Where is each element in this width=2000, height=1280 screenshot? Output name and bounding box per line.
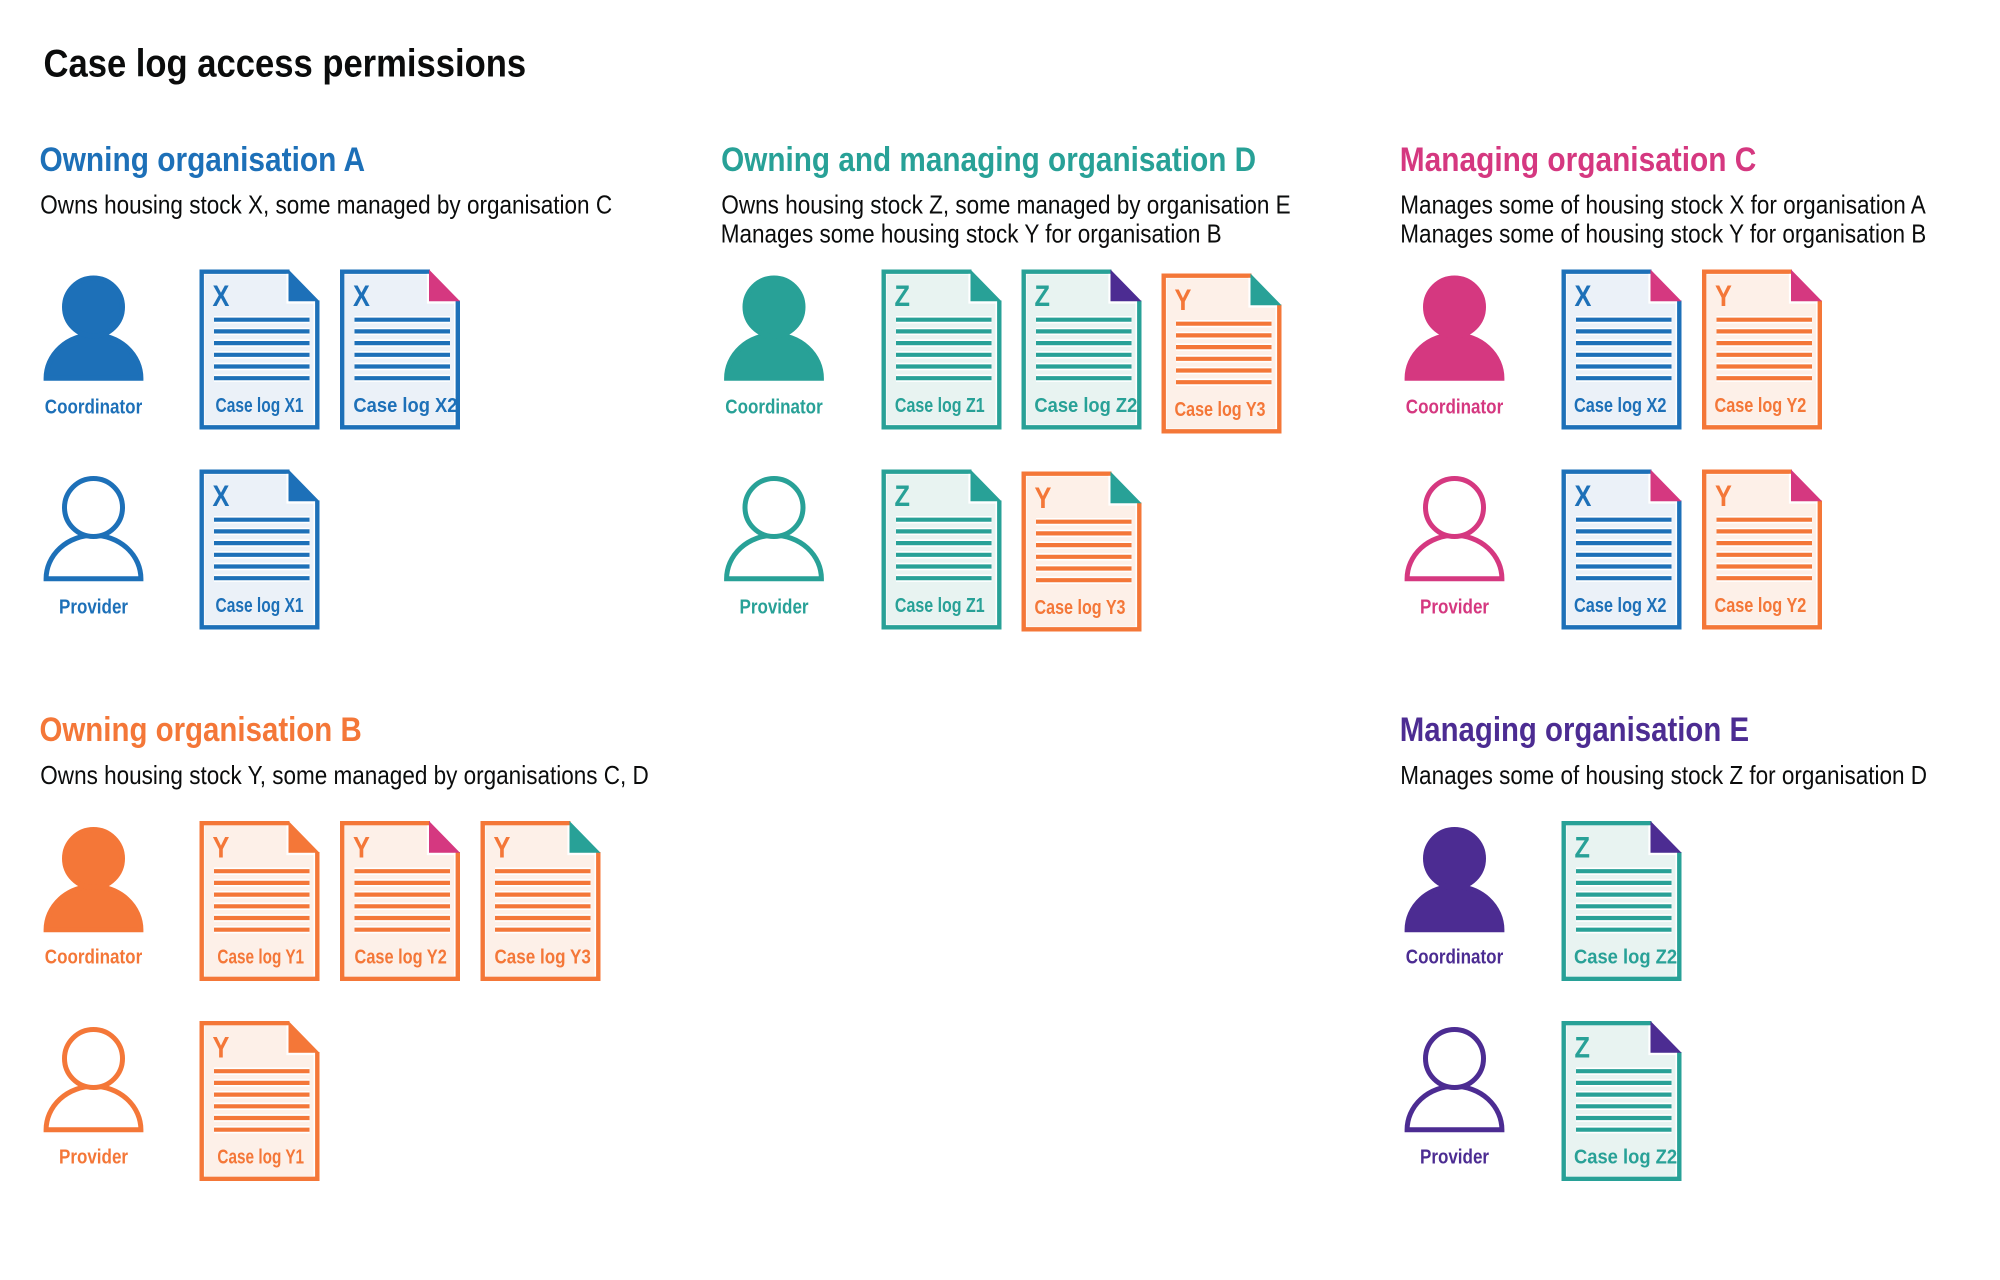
- svg-text:Provider: Provider: [1420, 1145, 1489, 1168]
- svg-text:Case log X2: Case log X2: [1574, 393, 1667, 416]
- svg-text:Managing organisation C: Managing organisation C: [1400, 140, 1757, 178]
- svg-text:Owns housing stock X, some man: Owns housing stock X, some managed by or…: [40, 191, 612, 220]
- svg-text:Case log Y3: Case log Y3: [1034, 596, 1125, 618]
- svg-text:Case log X1: Case log X1: [216, 394, 304, 416]
- svg-text:Case log Z1: Case log Z1: [895, 594, 985, 616]
- svg-text:Case log Y2: Case log Y2: [355, 945, 447, 968]
- svg-text:Case log X2: Case log X2: [353, 395, 457, 417]
- svg-text:Y: Y: [1175, 283, 1192, 316]
- svg-text:Y: Y: [353, 830, 370, 863]
- svg-text:Provider: Provider: [59, 1145, 128, 1168]
- svg-text:Y: Y: [213, 1030, 230, 1063]
- svg-text:Z: Z: [1575, 830, 1591, 863]
- svg-text:Coordinator: Coordinator: [1406, 945, 1503, 968]
- svg-text:Provider: Provider: [1420, 595, 1489, 618]
- svg-text:Coordinator: Coordinator: [1406, 395, 1503, 418]
- svg-text:Case log Z2: Case log Z2: [1574, 1147, 1677, 1169]
- svg-text:Coordinator: Coordinator: [45, 395, 142, 418]
- svg-text:Manages some of housing stock: Manages some of housing stock Y for orga…: [1400, 220, 1926, 249]
- svg-text:Y: Y: [494, 830, 511, 863]
- svg-text:Provider: Provider: [59, 595, 128, 618]
- svg-text:Coordinator: Coordinator: [725, 395, 822, 418]
- svg-text:Case log Z1: Case log Z1: [895, 394, 985, 416]
- svg-text:Y: Y: [1715, 279, 1732, 312]
- svg-text:Z: Z: [1035, 279, 1051, 312]
- svg-text:Owns housing stock Y, some man: Owns housing stock Y, some managed by or…: [40, 762, 649, 791]
- svg-text:Case log X1: Case log X1: [216, 594, 304, 616]
- svg-text:X: X: [213, 479, 230, 512]
- svg-text:Z: Z: [895, 279, 911, 312]
- svg-text:Z: Z: [1575, 1030, 1591, 1063]
- svg-text:Case log Y1: Case log Y1: [217, 1146, 304, 1168]
- svg-text:Case log access permissions: Case log access permissions: [44, 42, 527, 85]
- svg-text:X: X: [1575, 479, 1592, 512]
- svg-text:Owning and managing organisati: Owning and managing organisation D: [721, 140, 1256, 178]
- svg-text:Manages some of housing stock: Manages some of housing stock X for orga…: [1400, 191, 1926, 220]
- svg-text:X: X: [213, 279, 230, 312]
- svg-text:Owns housing stock Z, some man: Owns housing stock Z, some managed by or…: [721, 191, 1290, 220]
- svg-text:Case log Y1: Case log Y1: [217, 946, 304, 968]
- svg-text:Manages some housing stock Y f: Manages some housing stock Y for organis…: [721, 220, 1222, 249]
- svg-text:X: X: [1575, 279, 1592, 312]
- svg-text:Manages some of housing stock: Manages some of housing stock Z for orga…: [1400, 762, 1927, 791]
- svg-text:Z: Z: [895, 479, 911, 512]
- svg-text:Y: Y: [213, 830, 230, 863]
- svg-text:Case log Y3: Case log Y3: [494, 945, 590, 968]
- svg-text:Case log X2: Case log X2: [1574, 593, 1667, 616]
- svg-text:Provider: Provider: [739, 595, 808, 618]
- svg-text:Y: Y: [1715, 479, 1732, 512]
- svg-text:Y: Y: [1035, 481, 1052, 514]
- svg-text:Owning organisation A: Owning organisation A: [40, 140, 366, 178]
- svg-text:X: X: [353, 279, 370, 312]
- svg-text:Case log Z2: Case log Z2: [1034, 395, 1137, 417]
- svg-text:Case log Z2: Case log Z2: [1574, 947, 1677, 969]
- svg-text:Coordinator: Coordinator: [45, 945, 142, 968]
- svg-text:Case log Y3: Case log Y3: [1174, 398, 1265, 420]
- svg-text:Case log Y2: Case log Y2: [1714, 393, 1806, 416]
- svg-text:Owning organisation B: Owning organisation B: [40, 710, 362, 749]
- svg-text:Case log Y2: Case log Y2: [1714, 593, 1806, 616]
- svg-text:Managing organisation E: Managing organisation E: [1400, 710, 1749, 749]
